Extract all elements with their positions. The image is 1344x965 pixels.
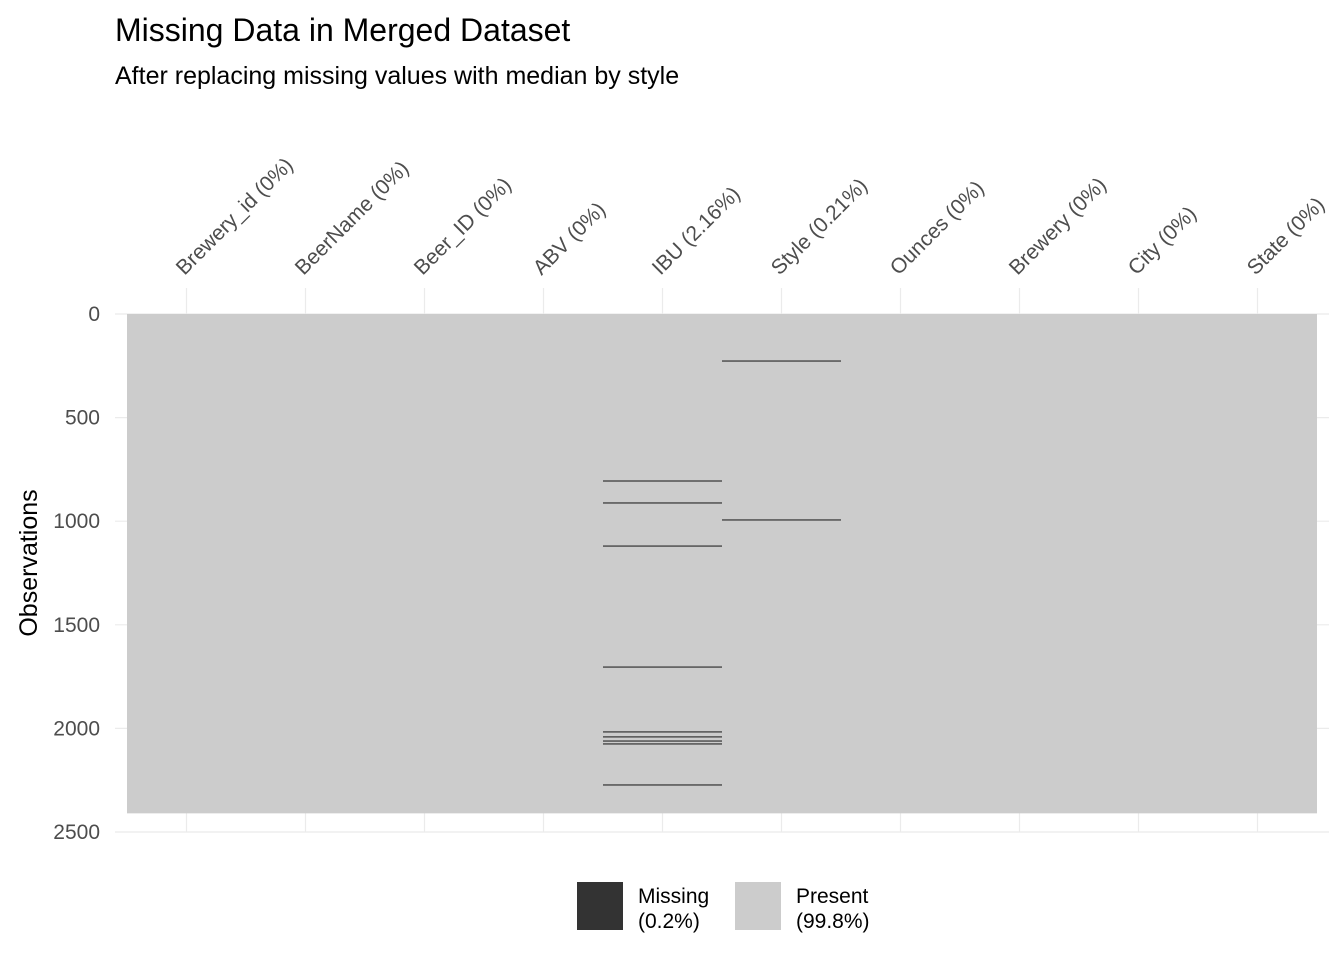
missing-row: [603, 784, 722, 786]
column-label: State (0%): [1243, 193, 1329, 279]
legend-name: Present: [796, 885, 869, 908]
column-label: IBU (2.16%): [648, 182, 745, 279]
legend-share: (99.8%): [796, 910, 870, 933]
y-axis-label: Observations: [15, 489, 43, 636]
legend-swatch: [735, 882, 781, 930]
y-tick-label: 1500: [53, 614, 100, 637]
y-tick-label: 0: [88, 303, 100, 326]
missing-row: [603, 545, 722, 547]
missing-row: [722, 360, 841, 362]
missing-row: [722, 519, 841, 521]
y-tick-label: 2000: [53, 717, 100, 740]
y-tick-label: 2500: [53, 821, 100, 844]
missing-row: [603, 736, 722, 738]
legend-share: (0.2%): [638, 910, 700, 933]
y-tick-label: 1000: [53, 510, 100, 533]
column-label: Ounces (0%): [886, 177, 989, 280]
column-label: City (0%): [1124, 202, 1201, 279]
missing-row: [603, 743, 722, 745]
y-tick-label: 500: [65, 407, 100, 430]
column-label: Beer_ID (0%): [410, 173, 516, 279]
missing-row: [603, 731, 722, 733]
chart-title: Missing Data in Merged Dataset: [115, 12, 570, 48]
column-label: BeerName (0%): [291, 157, 414, 280]
legend-swatch: [577, 882, 623, 930]
missing-row: [603, 480, 722, 482]
legend-name: Missing: [638, 885, 709, 908]
column-label: Style (0.21%): [767, 174, 872, 279]
missing-row: [603, 740, 722, 742]
missing-row: [603, 502, 722, 504]
column-label: ABV (0%): [529, 198, 610, 279]
column-label: Brewery (0%): [1005, 173, 1111, 279]
column-label: Brewery_id (0%): [172, 154, 298, 280]
missing-row: [603, 666, 722, 668]
chart-subtitle: After replacing missing values with medi…: [115, 62, 679, 90]
present-area: [127, 314, 1317, 814]
